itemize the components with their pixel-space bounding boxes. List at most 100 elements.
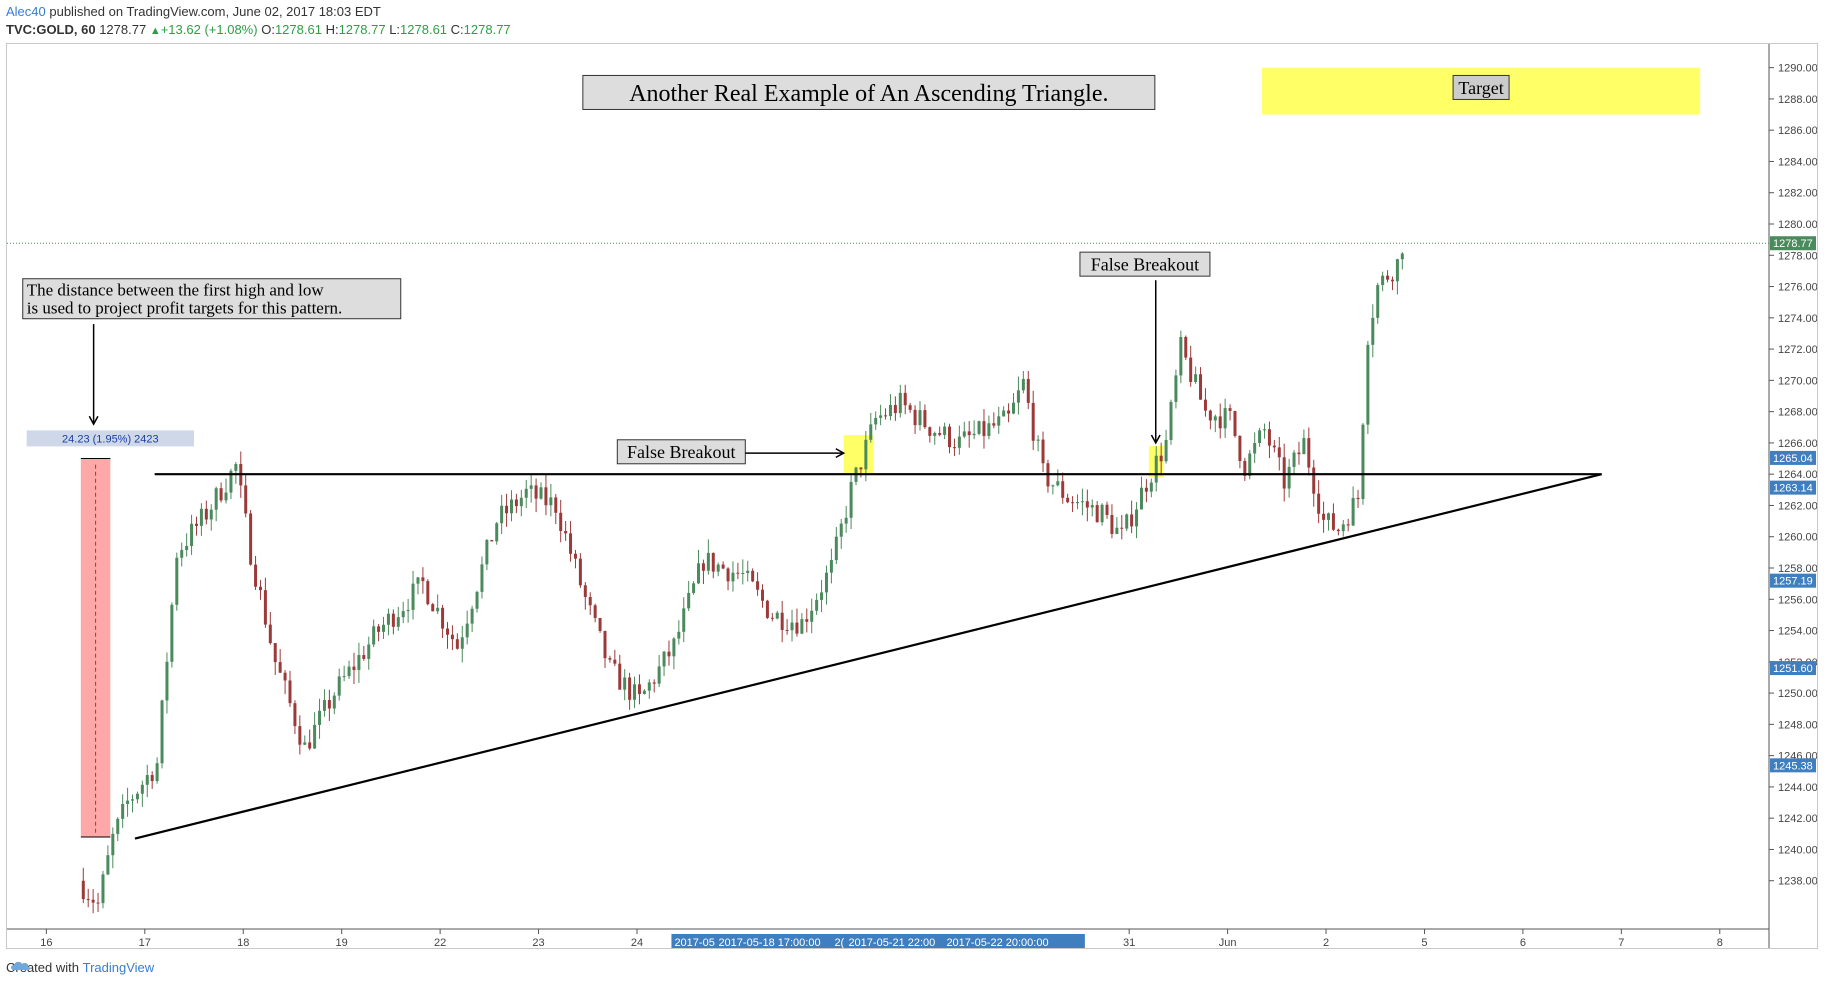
candle-down — [377, 626, 381, 632]
candle-up — [303, 742, 307, 745]
candle-up — [898, 392, 902, 414]
x-tick-label: 18 — [237, 937, 249, 948]
candle-up — [406, 609, 410, 612]
candle-down — [273, 643, 277, 663]
candle-down — [1228, 408, 1232, 411]
candle-up — [716, 564, 720, 572]
candle-up — [1100, 504, 1104, 523]
candle-down — [903, 392, 907, 406]
candle-down — [1322, 513, 1326, 520]
candle-up — [746, 570, 750, 573]
candle-up — [987, 423, 991, 436]
measure-label: 24.23 (1.95%) 2423 — [62, 433, 159, 445]
candle-down — [1071, 502, 1075, 504]
candle-down — [1007, 410, 1011, 414]
candle-up — [155, 763, 159, 782]
x-tick-label: 2 — [1323, 937, 1329, 948]
candle-up — [800, 619, 804, 634]
candle-up — [672, 638, 676, 657]
candle-up — [815, 599, 819, 611]
candle-up — [647, 682, 651, 691]
candle-up — [111, 833, 115, 856]
y-tick-label: 1290.00 — [1778, 63, 1817, 75]
candle-up — [485, 540, 489, 565]
candle-up — [347, 666, 351, 677]
candle-up — [209, 509, 213, 520]
candle-down — [1159, 455, 1163, 462]
candle-down — [780, 612, 784, 630]
price-tag: 1251.60 — [1773, 663, 1813, 675]
y-tick-label: 1244.00 — [1778, 782, 1817, 794]
candle-up — [386, 613, 390, 625]
candle-down — [1061, 481, 1065, 498]
candle-up — [1361, 424, 1365, 500]
ohlc-c-label: C: — [450, 22, 464, 37]
candle-up — [199, 508, 203, 526]
candle-up — [1248, 453, 1252, 476]
candle-down — [91, 899, 95, 903]
candle-down — [913, 409, 917, 426]
candle-up — [1263, 429, 1267, 431]
candle-up — [131, 799, 135, 801]
price-tag-bg — [1770, 236, 1816, 251]
candle-up — [170, 604, 174, 662]
candle-up — [642, 690, 646, 694]
y-tick-label: 1272.00 — [1778, 344, 1817, 356]
author-link[interactable]: Alec40 — [6, 4, 46, 19]
time-range-label: 2017-05-22 20:00:00 — [946, 937, 1048, 948]
measure-label-bg — [26, 430, 195, 447]
candle-down — [721, 564, 725, 569]
false-breakout-label-2: False Breakout — [1091, 254, 1199, 274]
chart-frame[interactable]: 1290.00 1288.00 1286.00 1284.00 1282.00 1280.… — [6, 43, 1818, 949]
candle-down — [288, 680, 292, 704]
price-tag: 1257.19 — [1773, 576, 1813, 588]
y-tick-label: 1278.00 — [1778, 250, 1817, 262]
y-tick-label: 1288.00 — [1778, 94, 1817, 106]
candle-down — [593, 605, 597, 618]
candle-up — [401, 611, 405, 618]
x-tick-label: 24 — [631, 937, 643, 948]
candle-down — [204, 508, 208, 520]
y-tick-label: 1250.00 — [1778, 688, 1817, 700]
candle-up — [1149, 482, 1153, 492]
candle-down — [1130, 514, 1134, 527]
candle-down — [505, 505, 509, 514]
candle-down — [859, 467, 863, 470]
note-arrow-head — [88, 415, 99, 426]
candle-down — [711, 552, 715, 572]
false-breakout-arrow-1-head — [835, 448, 846, 459]
candle-up — [106, 855, 110, 875]
candle-down — [701, 563, 705, 571]
candle-up — [692, 583, 696, 593]
price-tag-bg — [1770, 573, 1816, 588]
candle-up — [465, 623, 469, 638]
candle-down — [244, 485, 248, 514]
candle-up — [824, 572, 828, 593]
candle-up — [529, 485, 533, 489]
candle-down — [391, 613, 395, 627]
y-tick-label: 1268.00 — [1778, 407, 1817, 419]
candle-up — [844, 517, 848, 524]
candle-up — [1174, 375, 1178, 402]
candle-down — [1105, 504, 1109, 515]
candle-down — [1041, 439, 1045, 464]
candle-down — [441, 607, 445, 629]
candle-up — [470, 608, 474, 624]
candle-down — [618, 663, 622, 690]
price-chart[interactable]: 1290.00 1288.00 1286.00 1284.00 1282.00 1280.… — [7, 44, 1817, 948]
candle-up — [972, 433, 976, 436]
time-range-label: 2017-05-21 22:00 — [848, 937, 935, 948]
false-breakout-1-highlight — [843, 435, 874, 475]
candle-up — [623, 677, 627, 690]
candle-up — [396, 617, 400, 627]
candle-down — [421, 577, 425, 582]
candle-up — [1302, 438, 1306, 455]
candle-up — [849, 481, 853, 518]
price-tag-bg — [1770, 758, 1816, 773]
price-tag-bg — [1770, 661, 1816, 676]
tradingview-link[interactable]: TradingView — [82, 960, 155, 975]
candle-up — [180, 550, 184, 558]
candle-down — [578, 558, 582, 586]
candle-down — [249, 513, 253, 565]
candle-down — [564, 530, 568, 534]
